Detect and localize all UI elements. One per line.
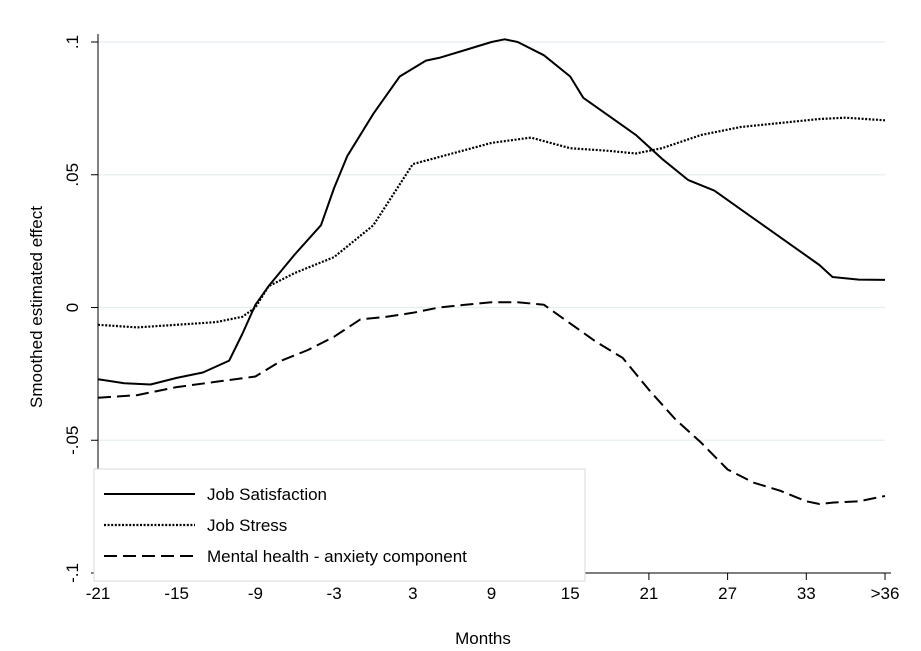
- x-tick-label: 15: [561, 584, 580, 603]
- x-tick-label: 21: [639, 584, 658, 603]
- y-tick-label: 0: [63, 303, 82, 312]
- y-tick-label: .1: [63, 35, 82, 49]
- legend-box: [93, 468, 586, 582]
- legend-label-1: Job Satisfaction: [207, 485, 327, 504]
- x-tick-label: >36: [871, 584, 900, 603]
- legend: Job Satisfaction Job Stress Mental health …: [93, 468, 586, 582]
- x-tick-label: -21: [86, 584, 111, 603]
- x-tick-label: 3: [408, 584, 417, 603]
- legend-label-2: Job Stress: [207, 516, 287, 535]
- x-tick-label: -15: [164, 584, 189, 603]
- y-axis-title: Smoothed estimated effect: [27, 206, 46, 408]
- series-line-1: [97, 38, 886, 386]
- x-tick-label: -9: [248, 584, 263, 603]
- y-tick-label: -.1: [63, 563, 82, 583]
- series-line-2: [97, 116, 886, 329]
- y-tick-label: -.05: [63, 426, 82, 455]
- x-axis-title: Months: [455, 629, 511, 648]
- x-tick-label: 27: [718, 584, 737, 603]
- x-tick-label: -3: [327, 584, 342, 603]
- x-tick-label: 33: [797, 584, 816, 603]
- y-tick-label: .05: [63, 163, 82, 187]
- series-lines: [97, 38, 886, 505]
- legend-label-3: Mental health - anxiety component: [207, 547, 467, 566]
- x-tick-label: 9: [487, 584, 496, 603]
